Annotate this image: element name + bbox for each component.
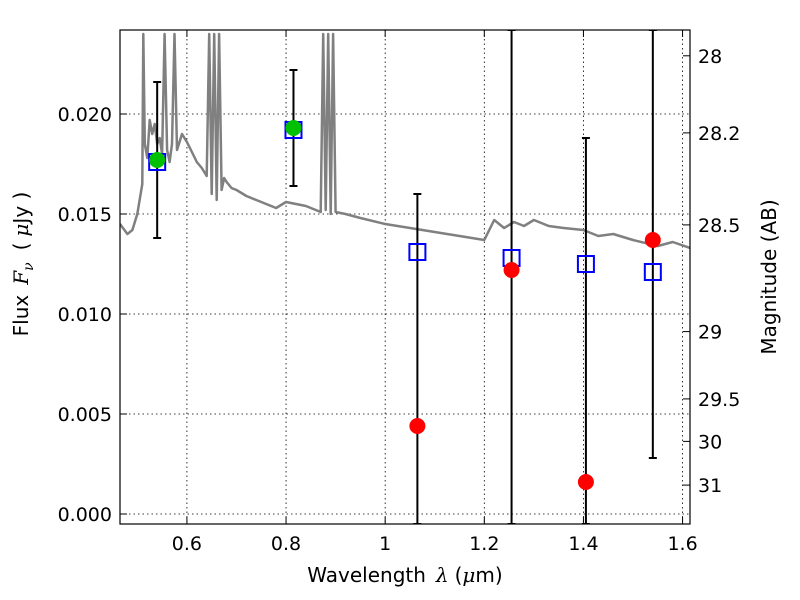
detection-point [285,120,302,136]
y-tick-labels: 0.000 0.005 0.010 0.015 0.020 [58,104,112,526]
magnitude-tick-label: 28.2 [698,123,740,145]
model-photometry-square [643,263,662,281]
x-tick-label: 1.2 [469,533,499,555]
y-tick-label: 0.010 [58,304,112,326]
x-tick-label: 1.6 [667,533,697,555]
magnitude-tick-label: 29.5 [698,389,740,411]
observed-flux-point [503,262,520,278]
observed-flux-markers [409,232,661,490]
x-tick-label: 0.8 [271,533,301,555]
magnitude-tick-label: 29 [698,322,722,344]
magnitude-tick-label: 30 [698,431,722,453]
magnitude-tick-label: 28.5 [698,215,740,237]
y-tick-label: 0.015 [58,204,112,226]
model-spectrum-line [120,32,690,250]
detection-markers [149,120,302,168]
magnitude-tick-label: 28 [698,46,722,68]
observed-flux-point [577,474,594,490]
magnitude-tick-labels: 28 28.2 28.5 29 29.5 30 31 [698,46,740,497]
model-photometry-square [576,255,595,273]
grid-lines [120,30,690,524]
magnitude-tick-label: 31 [698,475,722,497]
detection-point [149,152,166,168]
magnitude-axis-label: Magnitude (AB) [757,199,781,354]
axis-ticks [120,30,690,524]
x-axis-label: Wavelength λ (μm) [307,563,502,587]
y-tick-label: 0.000 [58,504,112,526]
x-tick-labels: 0.6 0.8 1 1.2 1.4 1.6 [172,533,698,555]
y-axis-label: FluxFν(μJy ) [9,192,37,337]
model-photometry-square [408,243,427,261]
y-tick-label: 0.020 [58,104,112,126]
x-tick-label: 1.4 [568,533,598,555]
observed-flux-point [409,418,426,434]
y-tick-label: 0.005 [58,404,112,426]
x-tick-label: 1 [379,533,391,555]
plot-frame [119,29,691,525]
observed-flux-point [644,232,661,248]
x-tick-label: 0.6 [172,533,202,555]
